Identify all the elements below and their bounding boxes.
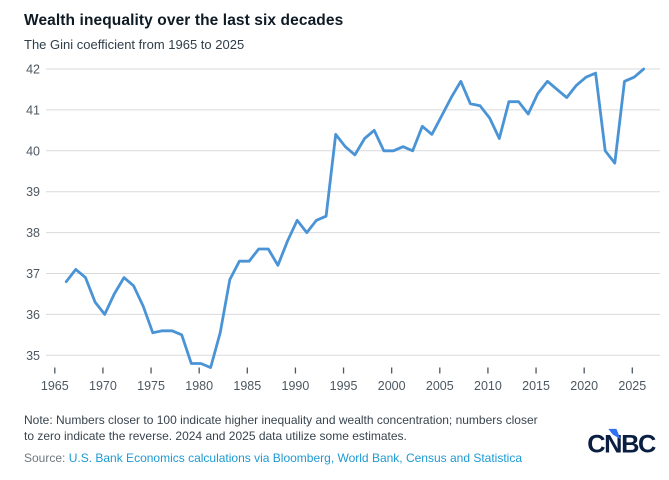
- x-axis-label: 2020: [570, 379, 598, 393]
- chart-line: [64, 67, 646, 369]
- cnbc-logo-text: CNBC: [587, 430, 656, 458]
- y-axis-label: 37: [26, 267, 40, 281]
- source-line: Source: U.S. Bank Economics calculations…: [24, 451, 645, 465]
- x-axis-label: 1980: [185, 379, 213, 393]
- x-axis-label: 2010: [474, 379, 502, 393]
- x-axis-label: 1970: [89, 379, 117, 393]
- x-axis-label: 1965: [41, 379, 69, 393]
- line-chart: 35 36 37 38 39 40 41 42 1965 1970 1975 1980 1985 1990…: [0, 54, 669, 402]
- x-axis-label: 2015: [522, 379, 550, 393]
- x-axis-label: 1975: [137, 379, 165, 393]
- x-axis-label: 1985: [233, 379, 261, 393]
- note-line-2: to zero indicate the reverse. 2024 and 2…: [24, 429, 407, 443]
- y-axis-label: 36: [26, 308, 40, 322]
- chart-header: Wealth inequality over the last six deca…: [0, 0, 669, 52]
- y-axis-label: 38: [26, 226, 40, 240]
- chart-subtitle: The Gini coefficient from 1965 to 2025: [24, 37, 245, 52]
- x-axis-label: 2000: [378, 379, 406, 393]
- cnbc-logo: CNBC: [587, 428, 657, 458]
- y-axis-label: 40: [26, 144, 40, 158]
- x-axis-label: 2005: [426, 379, 454, 393]
- y-axis-label: 42: [26, 63, 40, 77]
- source-link[interactable]: U.S. Bank Economics calculations via Blo…: [68, 451, 523, 465]
- x-axis-label: 2025: [618, 379, 646, 393]
- cnbc-logo-check-icon: [608, 428, 621, 440]
- chart-footer: Note: Numbers closer to 100 indicate hig…: [0, 402, 669, 465]
- y-axis-label: 41: [26, 103, 40, 117]
- source-label: Source:: [24, 451, 66, 465]
- note-text: Note: Numbers closer to 100 indicate hig…: [24, 412, 645, 444]
- y-axis-label: 39: [26, 185, 40, 199]
- gini-line-chart-svg: 35 36 37 38 39 40 41 42 1965 1970 1975 1980 1985 1990…: [26, 63, 660, 393]
- x-axis-label: 1990: [282, 379, 310, 393]
- page-title: Wealth inequality over the last six deca…: [24, 12, 344, 29]
- y-axis-label: 35: [26, 349, 40, 363]
- x-axis-label: 1995: [330, 379, 358, 393]
- note-line-1: Note: Numbers closer to 100 indicate hig…: [24, 413, 538, 427]
